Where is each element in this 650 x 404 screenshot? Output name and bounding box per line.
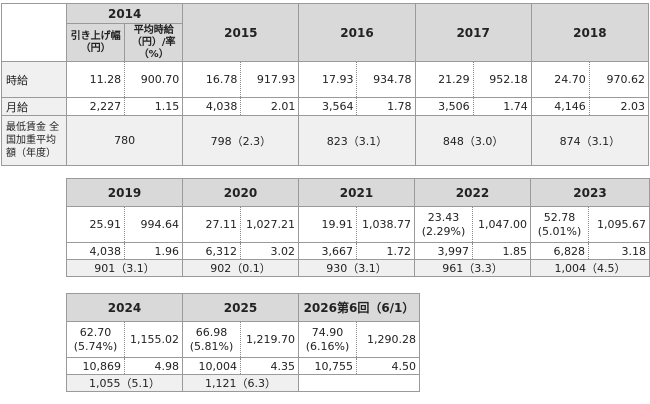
min-wage-2018: 874（3.1）: [530, 115, 650, 166]
hourly-raise-pct-2022: (2.29%): [421, 224, 466, 238]
hourly-raise-2016: 17.93: [298, 61, 358, 98]
subheader-raise: 引き上げ幅（円）: [66, 23, 126, 62]
monthly-raise-2015: 4,038: [182, 97, 242, 116]
hourly-avg-2016: 934.78: [356, 61, 416, 98]
hourly-avg-2017: 952.18: [472, 61, 532, 98]
min-wage-2025: 1,121（6.3）: [182, 374, 299, 392]
monthly-rate-2024: 4.98: [124, 357, 183, 375]
hourly-avg-2023: 1,095.67: [588, 206, 650, 243]
monthly-raise-2022: 3,997: [414, 242, 473, 260]
monthly-raise-2017: 3,506: [414, 97, 474, 116]
hourly-raise-value-2026: 74.90: [311, 325, 344, 339]
year-header-2017: 2017: [414, 3, 532, 62]
hourly-raise-2015: 16.78: [182, 61, 242, 98]
hourly-avg-2019: 994.64: [124, 206, 183, 243]
monthly-rate-2021: 1.72: [356, 242, 415, 260]
year-header-2026-round6: 2026第6回（6/1）: [298, 293, 420, 322]
year-header-2024: 2024: [66, 293, 183, 322]
row-label-minimum-wage: 最低賃金 全国加重平均額（年度）: [0, 115, 68, 166]
wage-table-2014-2018: 2014 2015 2016 2017 2018 引き上げ幅（円） 平均時給（円…: [0, 3, 650, 166]
hourly-raise-2023: 52.78 (5.01%): [530, 206, 589, 243]
monthly-rate-2026: 4.50: [356, 357, 420, 375]
hourly-avg-2026: 1,290.28: [356, 321, 420, 358]
monthly-raise-2025: 10,004: [182, 357, 241, 375]
hourly-raise-pct-2026: (6.16%): [305, 339, 350, 353]
wage-table-2024-2026: 2024 2025 2026第6回（6/1） 62.70 (5.74%) 1,15…: [66, 293, 420, 392]
monthly-rate-2014: 1.15: [124, 97, 184, 116]
year-header-2023: 2023: [530, 178, 650, 207]
year-header-2020: 2020: [182, 178, 299, 207]
monthly-rate-2019: 1.96: [124, 242, 183, 260]
monthly-raise-2026: 10,755: [298, 357, 357, 375]
year-header-2014: 2014: [66, 3, 184, 24]
monthly-raise-2023: 6,828: [530, 242, 589, 260]
monthly-rate-2023: 3.18: [588, 242, 650, 260]
hourly-avg-2015: 917.93: [240, 61, 300, 98]
min-wage-2017: 848（3.0）: [414, 115, 532, 166]
min-wage-2021: 930（3.1）: [298, 259, 415, 277]
hourly-raise-2018: 24.70: [530, 61, 590, 98]
monthly-raise-2020: 6,312: [182, 242, 241, 260]
year-header-2021: 2021: [298, 178, 415, 207]
year-header-2015: 2015: [182, 3, 300, 62]
hourly-avg-2024: 1,155.02: [124, 321, 183, 358]
row-label-hourly: 時給: [0, 61, 68, 98]
year-header-2019: 2019: [66, 178, 183, 207]
monthly-rate-2015: 2.01: [240, 97, 300, 116]
hourly-raise-2022: 23.43 (2.29%): [414, 206, 473, 243]
hourly-raise-2019: 25.91: [66, 206, 125, 243]
monthly-raise-2016: 3,564: [298, 97, 358, 116]
hourly-raise-pct-2023: (5.01%): [537, 224, 582, 238]
corner-cell: [0, 3, 68, 62]
hourly-raise-pct-2024: (5.74%): [73, 339, 118, 353]
hourly-avg-2018: 970.62: [588, 61, 650, 98]
hourly-raise-2025: 66.98 (5.81%): [182, 321, 241, 358]
subheader-avg-rate: 平均時給（円）/率（%）: [124, 23, 184, 62]
monthly-rate-2018: 2.03: [588, 97, 650, 116]
hourly-raise-value-2022: 23.43: [427, 210, 460, 224]
monthly-rate-2016: 1.78: [356, 97, 416, 116]
monthly-rate-2022: 1.85: [472, 242, 531, 260]
hourly-raise-value-2025: 66.98: [195, 325, 228, 339]
min-wage-2026: [298, 374, 420, 392]
hourly-raise-2014: 11.28: [66, 61, 126, 98]
hourly-raise-2021: 19.91: [298, 206, 357, 243]
hourly-avg-2022: 1,047.00: [472, 206, 531, 243]
row-label-monthly: 月給: [0, 97, 68, 116]
year-header-2025: 2025: [182, 293, 299, 322]
hourly-raise-value-2024: 62.70: [79, 325, 112, 339]
monthly-raise-2019: 4,038: [66, 242, 125, 260]
min-wage-2019: 901（3.1）: [66, 259, 183, 277]
hourly-avg-2020: 1,027.21: [240, 206, 299, 243]
min-wage-2024: 1,055（5.1）: [66, 374, 183, 392]
hourly-avg-2021: 1,038.77: [356, 206, 415, 243]
year-header-2016: 2016: [298, 3, 416, 62]
hourly-raise-pct-2025: (5.81%): [189, 339, 234, 353]
hourly-raise-value-2023: 52.78: [543, 210, 576, 224]
hourly-raise-2017: 21.29: [414, 61, 474, 98]
hourly-avg-2025: 1,219.70: [240, 321, 299, 358]
hourly-raise-2024: 62.70 (5.74%): [66, 321, 125, 358]
min-wage-2022: 961（3.3）: [414, 259, 531, 277]
year-header-2018: 2018: [530, 3, 650, 62]
min-wage-2020: 902（0.1）: [182, 259, 299, 277]
min-wage-2015: 798（2.3）: [182, 115, 300, 166]
hourly-avg-2014: 900.70: [124, 61, 184, 98]
monthly-raise-2018: 4,146: [530, 97, 590, 116]
monthly-rate-2017: 1.74: [472, 97, 532, 116]
monthly-raise-2014: 2,227: [66, 97, 126, 116]
min-wage-2014: 780: [66, 115, 184, 166]
wage-table-2019-2023: 2019 2020 2021 2022 2023 25.91 994.64 27…: [66, 178, 650, 277]
monthly-rate-2020: 3.02: [240, 242, 299, 260]
min-wage-2023: 1,004（4.5）: [530, 259, 650, 277]
monthly-raise-2021: 3,667: [298, 242, 357, 260]
min-wage-2016: 823（3.1）: [298, 115, 416, 166]
monthly-raise-2024: 10,869: [66, 357, 125, 375]
hourly-raise-2026: 74.90 (6.16%): [298, 321, 357, 358]
monthly-rate-2025: 4.35: [240, 357, 299, 375]
hourly-raise-2020: 27.11: [182, 206, 241, 243]
year-header-2022: 2022: [414, 178, 531, 207]
